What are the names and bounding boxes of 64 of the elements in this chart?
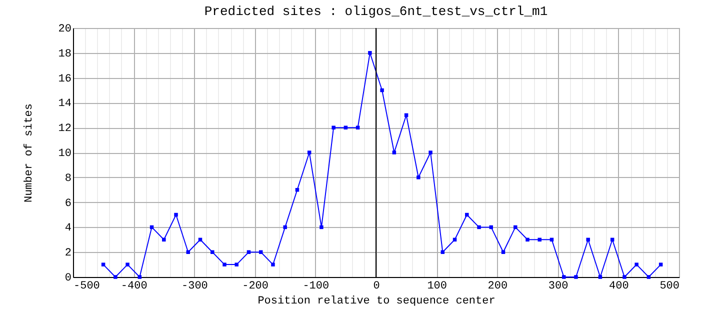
x-tick-label: -400 [120, 280, 148, 292]
point [622, 275, 626, 279]
point [307, 150, 312, 154]
x-tick-label: -200 [242, 280, 269, 292]
point [162, 238, 166, 242]
y-tick-label: 6 [64, 198, 72, 210]
y-tick-label: 0 [64, 272, 72, 284]
x-tick-label: 100 [427, 280, 448, 292]
point [526, 238, 530, 242]
point [356, 126, 360, 130]
point [126, 262, 130, 266]
point [538, 238, 542, 242]
point [258, 250, 263, 254]
point [222, 262, 226, 266]
y-tick-label: 10 [58, 148, 72, 160]
point [368, 51, 372, 55]
x-tick-label: -500 [74, 280, 100, 292]
point [440, 250, 445, 254]
point [586, 238, 590, 242]
y-tick-label: 16 [58, 73, 72, 86]
y-tick-label: 4 [64, 222, 72, 235]
x-axis-title: Position relative to sequence center [258, 296, 496, 308]
point [380, 88, 384, 92]
point [344, 126, 348, 130]
x-tick-label: -300 [181, 280, 208, 292]
point [392, 150, 396, 154]
point [598, 275, 602, 279]
point [501, 250, 506, 254]
x-tick-label: -100 [302, 280, 330, 292]
point [562, 275, 566, 279]
y-axis-title: Number of sites [23, 103, 36, 203]
point [646, 275, 651, 279]
point [465, 212, 469, 217]
point [416, 176, 420, 180]
point [138, 275, 142, 279]
point [477, 225, 481, 230]
point [114, 275, 118, 279]
point [658, 262, 663, 266]
chart-title: Predicted sites : oligos_6nt_test_vs_ctrl_m1 [204, 4, 548, 19]
x-tick-label: 500 [660, 280, 680, 292]
point [514, 225, 518, 230]
x-tick-label: 400 [608, 280, 629, 292]
x-tick-label: 0 [373, 280, 380, 292]
point [246, 250, 251, 254]
point [634, 262, 638, 266]
point [186, 250, 190, 254]
y-tick-label: 12 [58, 123, 72, 136]
point [271, 262, 275, 266]
point [332, 126, 336, 130]
y-tick-label: 2 [64, 248, 72, 260]
x-tick-label: 300 [548, 280, 568, 292]
y-tick-label: 18 [58, 48, 72, 60]
point [210, 250, 214, 254]
point [174, 212, 178, 217]
y-tick-label: 8 [64, 172, 72, 185]
y-tick-label: 14 [58, 98, 72, 110]
point [101, 262, 106, 266]
x-tick-label: 200 [488, 280, 508, 292]
y-tick-label: 20 [58, 24, 72, 36]
point [283, 225, 287, 230]
point [234, 262, 238, 266]
point [574, 275, 578, 279]
point [428, 150, 432, 154]
point [320, 225, 324, 230]
